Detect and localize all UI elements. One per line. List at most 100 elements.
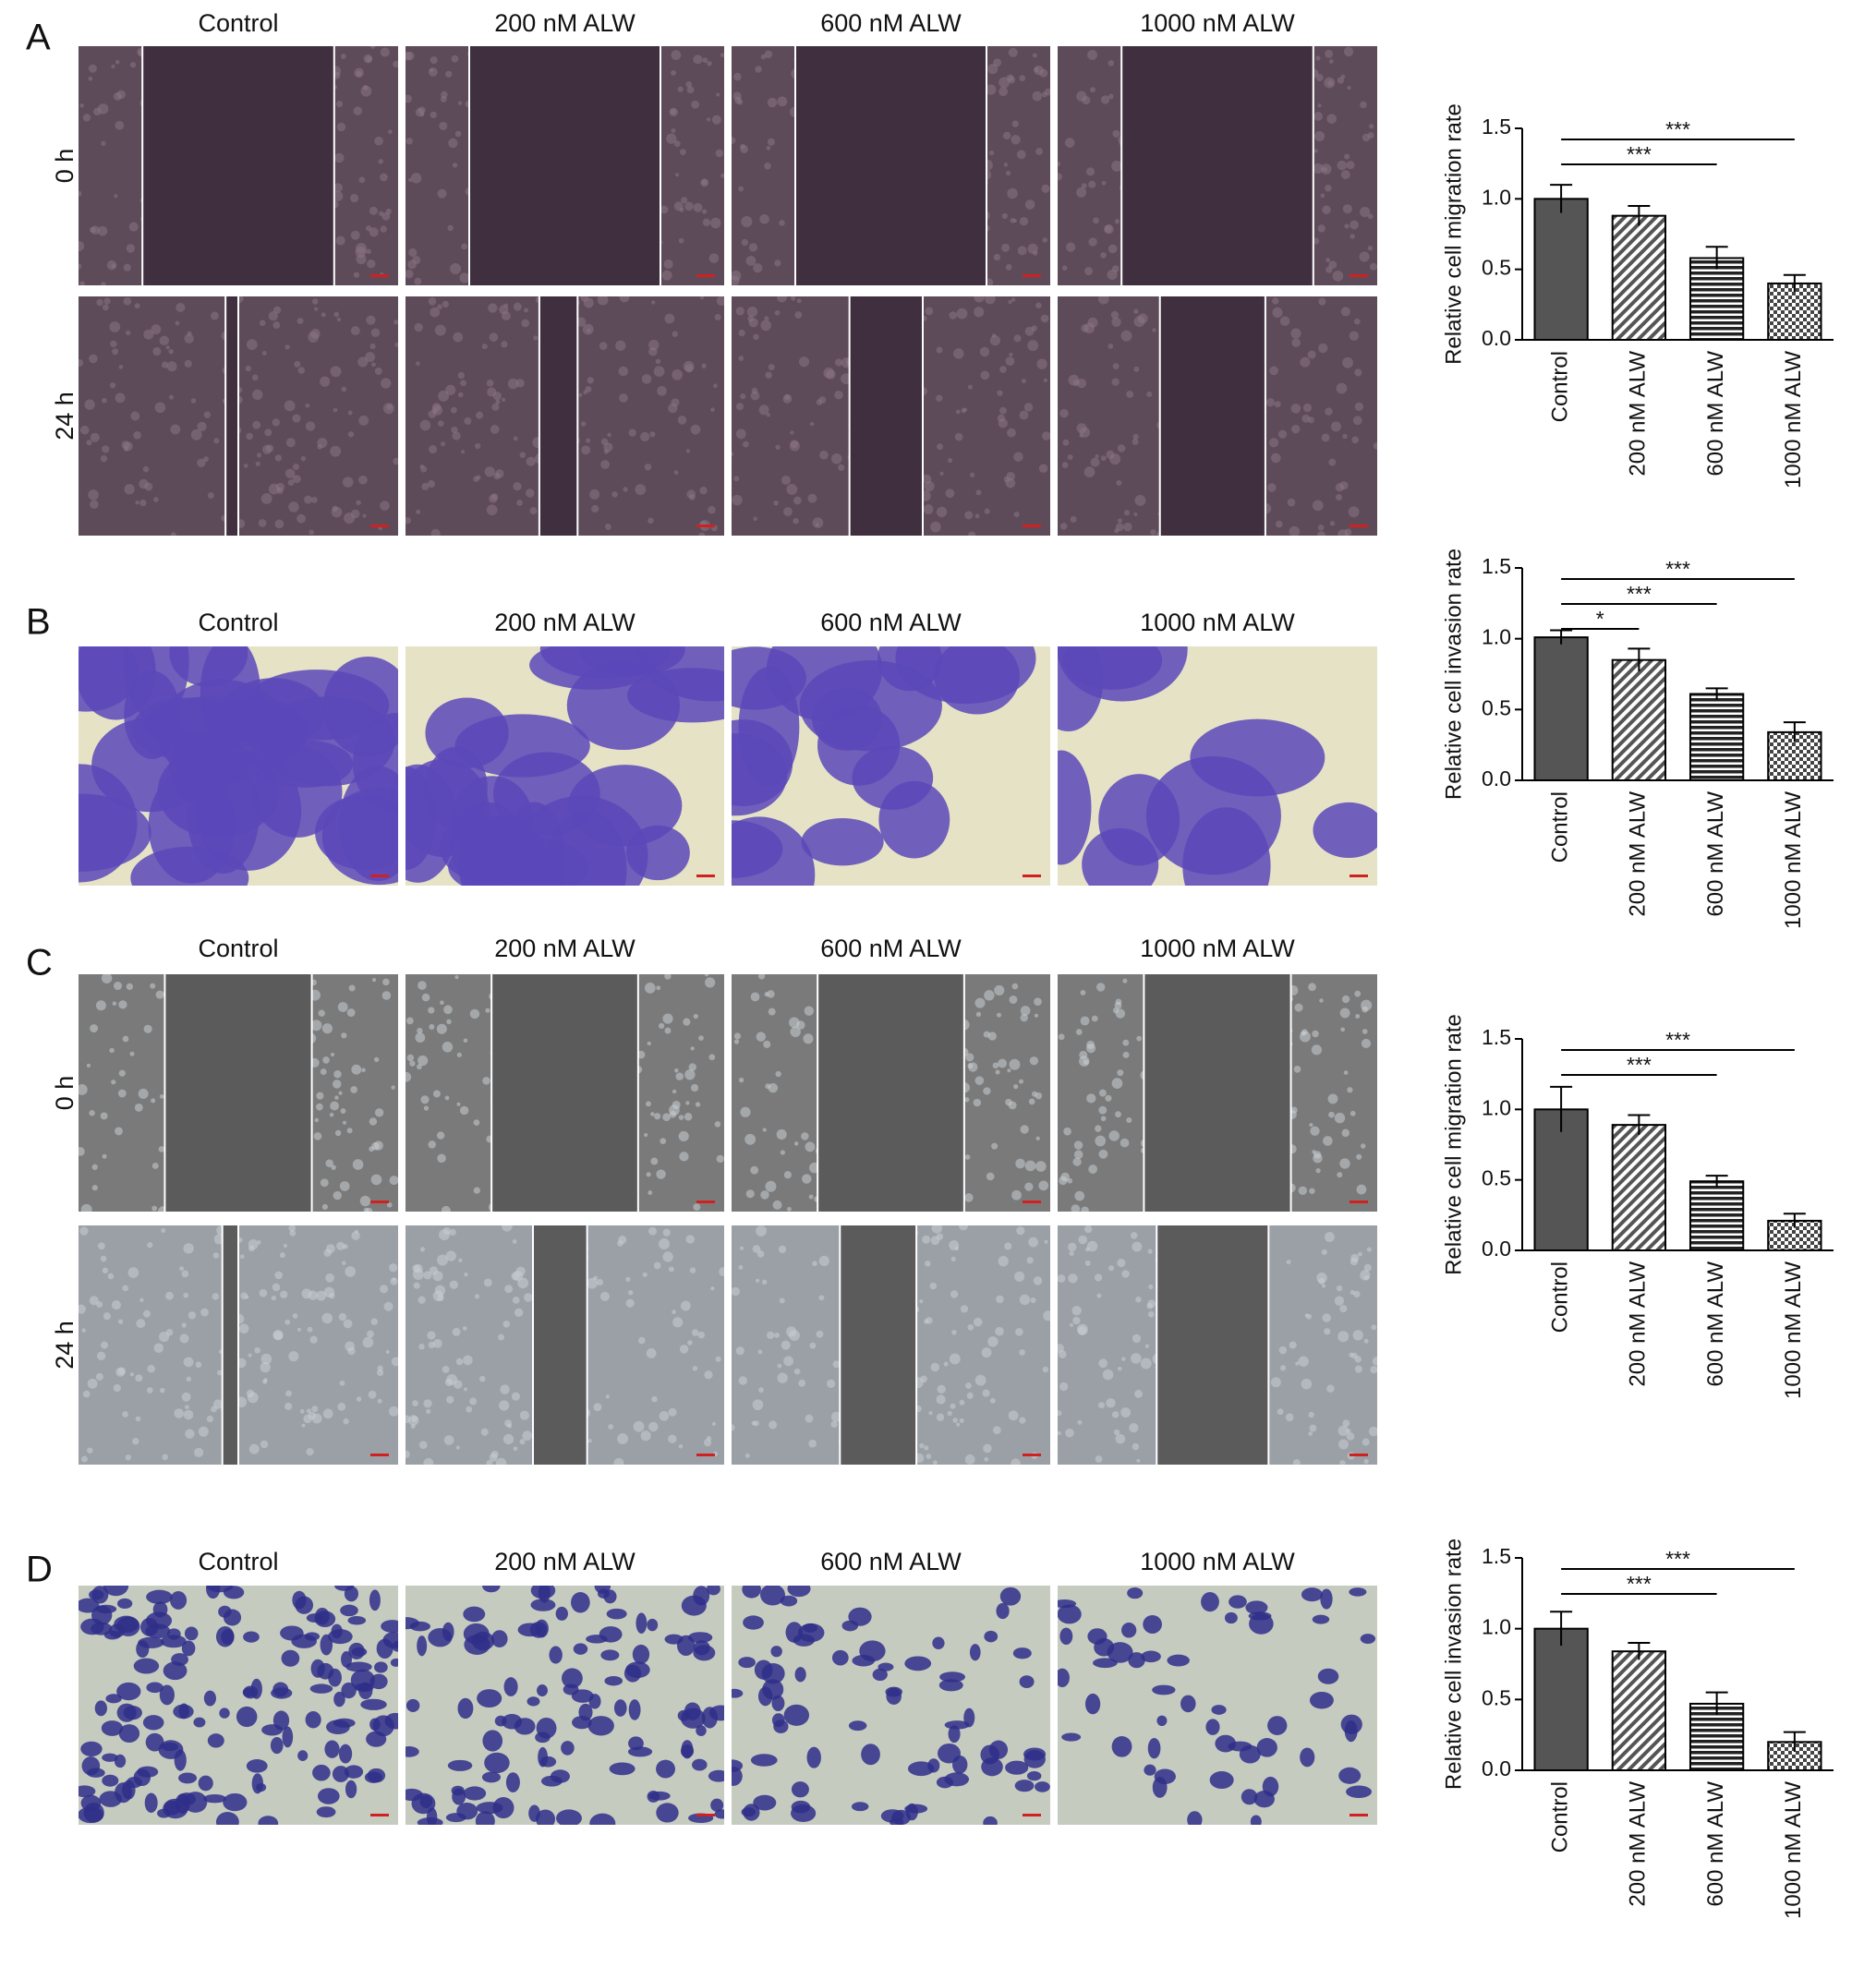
wound-gap bbox=[1156, 1225, 1269, 1465]
micrograph bbox=[405, 296, 724, 536]
cell bbox=[243, 464, 248, 468]
cell bbox=[115, 59, 120, 65]
cell bbox=[1326, 114, 1337, 124]
cell bbox=[79, 359, 84, 368]
cell bbox=[161, 1228, 166, 1233]
cell bbox=[1063, 1127, 1071, 1136]
cell bbox=[750, 992, 760, 1002]
y-tick-label: 1.0 bbox=[1482, 625, 1511, 649]
cell bbox=[1322, 205, 1331, 214]
cell bbox=[924, 1319, 929, 1324]
stained-cell bbox=[732, 733, 788, 816]
micrograph bbox=[79, 646, 398, 886]
cell bbox=[463, 1038, 468, 1044]
cell bbox=[1074, 1190, 1085, 1201]
cell bbox=[673, 140, 681, 148]
cell bbox=[1346, 1432, 1355, 1441]
cell bbox=[1107, 60, 1115, 66]
cell bbox=[980, 370, 990, 380]
cell bbox=[1325, 184, 1332, 192]
cell bbox=[284, 1319, 291, 1325]
cell bbox=[362, 1336, 374, 1348]
cell bbox=[1091, 1015, 1098, 1022]
cell bbox=[100, 1255, 107, 1262]
cell bbox=[356, 242, 367, 254]
stained-cell bbox=[494, 1715, 507, 1727]
cell bbox=[1308, 1431, 1313, 1436]
stained-cell bbox=[463, 1786, 487, 1801]
cell bbox=[1034, 997, 1042, 1006]
cell bbox=[998, 1058, 1008, 1068]
cell bbox=[347, 410, 353, 416]
column-header: Control bbox=[198, 609, 278, 636]
stained-cell bbox=[648, 1791, 671, 1801]
cell bbox=[684, 201, 694, 211]
cell bbox=[452, 163, 458, 168]
cell bbox=[342, 477, 354, 488]
cell bbox=[619, 393, 628, 403]
cell bbox=[1134, 495, 1146, 506]
stained-cell bbox=[116, 1598, 133, 1610]
cell bbox=[369, 206, 378, 215]
wound-gap bbox=[225, 296, 238, 536]
cell bbox=[430, 528, 441, 536]
cell bbox=[1073, 1150, 1083, 1160]
cell bbox=[648, 339, 660, 351]
y-tick-label: 0.0 bbox=[1482, 766, 1511, 790]
stained-cell bbox=[292, 1590, 307, 1610]
cell bbox=[733, 1039, 740, 1044]
cell bbox=[740, 1106, 751, 1117]
cell bbox=[939, 471, 944, 477]
cell bbox=[831, 453, 842, 465]
cell bbox=[1016, 150, 1026, 160]
cell bbox=[986, 1172, 995, 1181]
cell bbox=[1088, 237, 1097, 247]
cell bbox=[432, 1090, 441, 1098]
cell bbox=[445, 384, 456, 395]
stained-cell bbox=[526, 1696, 540, 1707]
cell bbox=[478, 1375, 486, 1382]
cell bbox=[170, 532, 176, 536]
cell bbox=[430, 67, 434, 72]
cell bbox=[80, 1455, 88, 1463]
cell bbox=[1070, 1322, 1074, 1327]
cell bbox=[134, 303, 140, 309]
cell bbox=[489, 494, 498, 503]
cell bbox=[648, 1226, 657, 1236]
cell bbox=[1291, 338, 1301, 347]
cell bbox=[429, 1023, 435, 1030]
stained-cell bbox=[317, 1788, 340, 1804]
cell bbox=[959, 1418, 964, 1423]
cell bbox=[102, 1267, 109, 1274]
cell bbox=[101, 974, 113, 983]
cell bbox=[715, 149, 724, 158]
cell bbox=[1095, 453, 1099, 459]
cell bbox=[1097, 1402, 1106, 1409]
stained-cell bbox=[1167, 1654, 1190, 1667]
cell bbox=[835, 358, 843, 367]
cell bbox=[118, 1069, 126, 1077]
cell bbox=[122, 1411, 128, 1418]
cell bbox=[374, 136, 383, 146]
stained-cell bbox=[324, 1740, 340, 1758]
cell bbox=[79, 263, 82, 270]
cell bbox=[476, 411, 484, 419]
cell bbox=[706, 117, 711, 122]
cell bbox=[127, 1267, 139, 1278]
cell bbox=[1002, 131, 1011, 140]
cell bbox=[984, 990, 995, 1001]
cell bbox=[203, 456, 209, 463]
cell bbox=[473, 1187, 480, 1194]
cell bbox=[1111, 378, 1120, 386]
cell bbox=[638, 1336, 646, 1345]
cell bbox=[239, 1254, 245, 1260]
cell bbox=[739, 1246, 744, 1250]
cell bbox=[499, 1400, 510, 1411]
scale-bar bbox=[1023, 274, 1041, 277]
cell bbox=[655, 358, 661, 365]
cell bbox=[1035, 1161, 1047, 1172]
cell bbox=[382, 978, 390, 986]
cell bbox=[922, 1235, 931, 1244]
cell bbox=[284, 1402, 293, 1410]
stained-cell bbox=[1082, 827, 1159, 886]
